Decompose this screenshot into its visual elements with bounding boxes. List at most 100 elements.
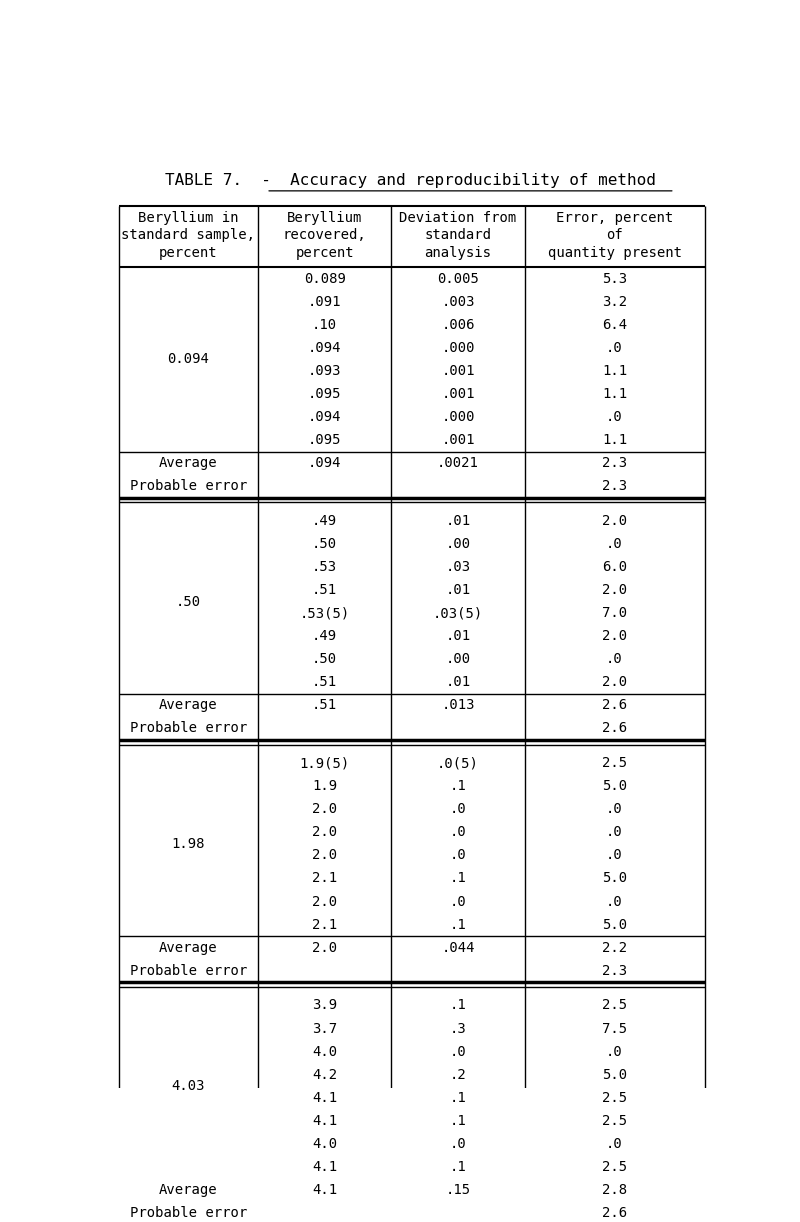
Text: 4.03: 4.03 <box>172 1079 205 1094</box>
Text: .0: .0 <box>450 825 466 840</box>
Text: .1: .1 <box>450 1091 466 1105</box>
Text: .044: .044 <box>442 941 475 954</box>
Text: percent: percent <box>295 247 354 260</box>
Text: 4.0: 4.0 <box>312 1136 338 1151</box>
Text: 4.1: 4.1 <box>312 1160 338 1174</box>
Text: .49: .49 <box>312 514 338 528</box>
Text: quantity present: quantity present <box>547 247 682 260</box>
Text: Average: Average <box>159 1183 218 1196</box>
Text: 4.1: 4.1 <box>312 1091 338 1105</box>
Text: .51: .51 <box>312 698 338 712</box>
Text: 0.089: 0.089 <box>304 271 346 286</box>
Text: .1: .1 <box>450 998 466 1013</box>
Text: 4.1: 4.1 <box>312 1183 338 1196</box>
Text: .0(5): .0(5) <box>437 756 479 770</box>
Text: .0: .0 <box>450 1045 466 1058</box>
Text: .0: .0 <box>606 803 623 816</box>
Text: .000: .000 <box>442 409 475 424</box>
Text: Error, percent: Error, percent <box>556 210 674 225</box>
Text: .0: .0 <box>606 653 623 666</box>
Text: .00: .00 <box>446 653 470 666</box>
Text: 4.1: 4.1 <box>312 1113 338 1128</box>
Text: .15: .15 <box>446 1183 470 1196</box>
Text: .01: .01 <box>446 676 470 689</box>
Text: .53: .53 <box>312 560 338 574</box>
Text: .0: .0 <box>606 1045 623 1058</box>
Text: 2.0: 2.0 <box>602 629 627 643</box>
Text: 2.5: 2.5 <box>602 1091 627 1105</box>
Text: 2.5: 2.5 <box>602 1160 627 1174</box>
Text: .0: .0 <box>450 1136 466 1151</box>
Text: .0: .0 <box>606 536 623 551</box>
Text: 2.1: 2.1 <box>312 918 338 931</box>
Text: 2.5: 2.5 <box>602 756 627 770</box>
Text: 4.2: 4.2 <box>312 1068 338 1081</box>
Text: .03: .03 <box>446 560 470 574</box>
Text: 5.3: 5.3 <box>602 271 627 286</box>
Text: 2.3: 2.3 <box>602 964 627 978</box>
Text: .00: .00 <box>446 536 470 551</box>
Text: 2.5: 2.5 <box>602 998 627 1013</box>
Text: 2.6: 2.6 <box>602 1206 627 1220</box>
Text: 6.4: 6.4 <box>602 318 627 331</box>
Text: 2.0: 2.0 <box>312 825 338 840</box>
Text: standard sample,: standard sample, <box>122 229 255 242</box>
Text: 3.7: 3.7 <box>312 1022 338 1035</box>
Text: 2.5: 2.5 <box>602 1113 627 1128</box>
Text: .013: .013 <box>442 698 475 712</box>
Text: 2.6: 2.6 <box>602 698 627 712</box>
Text: 2.0: 2.0 <box>602 676 627 689</box>
Text: .0: .0 <box>606 409 623 424</box>
Text: 2.6: 2.6 <box>602 721 627 736</box>
Text: .1: .1 <box>450 871 466 886</box>
Text: .1: .1 <box>450 1113 466 1128</box>
Text: .094: .094 <box>308 341 342 354</box>
Text: .001: .001 <box>442 387 475 401</box>
Text: .51: .51 <box>312 676 338 689</box>
Text: .49: .49 <box>312 629 338 643</box>
Text: .003: .003 <box>442 295 475 309</box>
Text: .50: .50 <box>312 653 338 666</box>
Text: .095: .095 <box>308 387 342 401</box>
Text: percent: percent <box>159 247 218 260</box>
Text: 2.0: 2.0 <box>312 848 338 863</box>
Text: .2: .2 <box>450 1068 466 1081</box>
Text: .53(5): .53(5) <box>300 606 350 620</box>
Text: .093: .093 <box>308 364 342 378</box>
Text: .1: .1 <box>450 1160 466 1174</box>
Text: 3.9: 3.9 <box>312 998 338 1013</box>
Text: 5.0: 5.0 <box>602 871 627 886</box>
Text: .000: .000 <box>442 341 475 354</box>
Text: .0: .0 <box>606 341 623 354</box>
Text: .006: .006 <box>442 318 475 331</box>
Text: Probable error: Probable error <box>130 721 247 736</box>
Text: .094: .094 <box>308 409 342 424</box>
Text: 2.0: 2.0 <box>602 514 627 528</box>
Text: Average: Average <box>159 456 218 470</box>
Text: .0: .0 <box>606 1136 623 1151</box>
Text: .0: .0 <box>450 803 466 816</box>
Text: .001: .001 <box>442 433 475 447</box>
Text: 1.9(5): 1.9(5) <box>300 756 350 770</box>
Text: 0.094: 0.094 <box>167 352 210 367</box>
Text: .01: .01 <box>446 583 470 598</box>
Text: .0: .0 <box>450 848 466 863</box>
Text: 6.0: 6.0 <box>602 560 627 574</box>
Text: 2.3: 2.3 <box>602 479 627 494</box>
Text: .095: .095 <box>308 433 342 447</box>
Text: Beryllium: Beryllium <box>287 210 362 225</box>
Text: .01: .01 <box>446 629 470 643</box>
Text: .50: .50 <box>312 536 338 551</box>
Text: .1: .1 <box>450 918 466 931</box>
Text: 2.8: 2.8 <box>602 1183 627 1196</box>
Text: Probable error: Probable error <box>130 964 247 978</box>
Text: standard: standard <box>425 229 491 242</box>
Text: .0: .0 <box>606 825 623 840</box>
Text: 2.0: 2.0 <box>602 583 627 598</box>
Text: of: of <box>606 229 623 242</box>
Text: Deviation from: Deviation from <box>399 210 517 225</box>
Text: .0: .0 <box>606 848 623 863</box>
Text: 1.1: 1.1 <box>602 433 627 447</box>
Text: .3: .3 <box>450 1022 466 1035</box>
Text: analysis: analysis <box>425 247 491 260</box>
